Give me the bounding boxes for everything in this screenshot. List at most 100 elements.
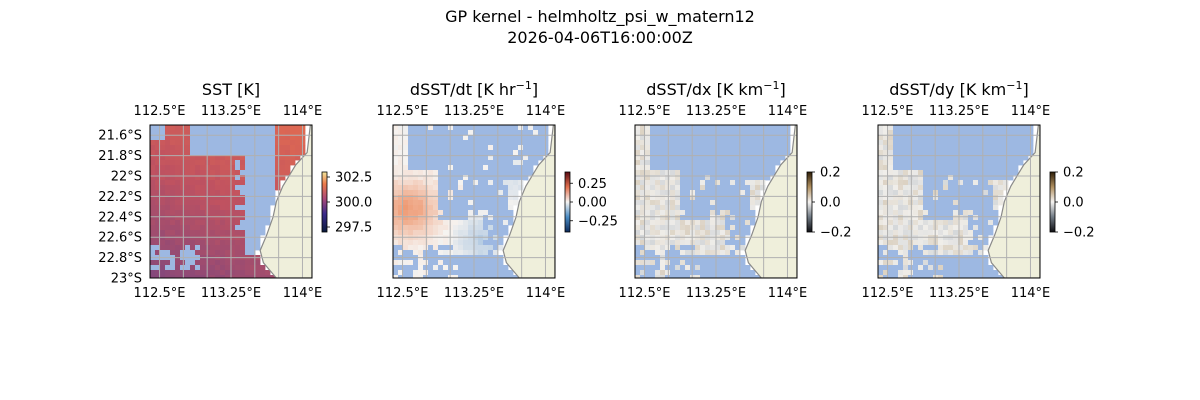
heatmap-cell — [413, 270, 419, 276]
heatmap-cell — [745, 165, 751, 171]
heatmap-cell — [665, 220, 671, 226]
heatmap-cell — [155, 150, 161, 156]
heatmap-cell — [878, 240, 884, 246]
heatmap-cell — [448, 210, 454, 216]
heatmap-cell — [695, 250, 701, 256]
graticule — [393, 125, 555, 278]
heatmap-cell — [483, 175, 489, 181]
heatmap-cell — [670, 240, 676, 246]
heatmap-cell — [160, 220, 166, 226]
heatmap-cell — [968, 195, 974, 201]
heatmap-cell — [230, 205, 236, 211]
heatmap-cell — [660, 270, 666, 276]
heatmap-cell — [635, 185, 641, 191]
heatmap-cell — [650, 130, 656, 136]
heatmap-cell — [635, 195, 641, 201]
heatmap-cell — [245, 175, 251, 181]
heatmap-cell — [953, 265, 959, 271]
heatmap-cell — [235, 135, 241, 141]
heatmap-cell — [155, 220, 161, 226]
heatmap-cell — [745, 190, 751, 196]
heatmap-cell — [225, 245, 231, 251]
heatmap-cell — [670, 180, 676, 186]
heatmap-cell — [888, 270, 894, 276]
heatmap-cell — [948, 135, 954, 141]
heatmap-cell — [893, 170, 899, 176]
heatmap-cell — [893, 250, 899, 256]
heatmap-cell — [988, 145, 994, 151]
heatmap-cell — [443, 140, 449, 146]
heatmap-cell — [665, 275, 671, 278]
heatmap-cell — [675, 185, 681, 191]
heatmap-cell — [695, 180, 701, 186]
heatmap-cell — [468, 160, 474, 166]
heatmap-cell — [215, 225, 221, 231]
heatmap-cell — [180, 180, 186, 186]
heatmap-cell — [528, 160, 534, 166]
heatmap-cell — [170, 185, 176, 191]
heatmap-cell — [898, 170, 904, 176]
heatmap-cell — [255, 160, 261, 166]
heatmap-cell — [398, 250, 404, 256]
heatmap-cells — [150, 125, 306, 278]
heatmap-cell — [448, 230, 454, 236]
heatmap-cell — [918, 230, 924, 236]
heatmap-cell — [220, 225, 226, 231]
heatmap-cell — [528, 165, 534, 171]
heatmap-cell — [883, 260, 889, 266]
heatmap-cell — [710, 180, 716, 186]
heatmap-cell — [710, 150, 716, 156]
heatmap-cell — [655, 135, 661, 141]
heatmap-cell — [978, 250, 984, 256]
heatmap-cell — [230, 195, 236, 201]
heatmap-cell — [155, 185, 161, 191]
heatmap-cell — [690, 125, 696, 131]
heatmap-cell — [230, 190, 236, 196]
heatmap-cell — [443, 250, 449, 256]
heatmap-cell — [220, 210, 226, 216]
heatmap-cell — [443, 270, 449, 276]
heatmap-cell — [463, 130, 469, 136]
heatmap-cell — [968, 270, 974, 276]
heatmap-cell — [775, 150, 781, 156]
heatmap-cell — [433, 225, 439, 231]
heatmap-cell — [165, 145, 171, 151]
heatmap-cell — [205, 265, 211, 271]
heatmap-cell — [458, 250, 464, 256]
heatmap-cell — [255, 195, 261, 201]
heatmap-cell — [948, 260, 954, 266]
heatmap-cell — [918, 250, 924, 256]
heatmap-cell — [443, 175, 449, 181]
heatmap-cell — [898, 215, 904, 221]
heatmap-cell — [230, 225, 236, 231]
heatmap-cell — [740, 230, 746, 236]
heatmap-cell — [408, 190, 414, 196]
heatmap-cell — [403, 185, 409, 191]
heatmap-cell — [230, 125, 236, 131]
heatmap-cell — [498, 150, 504, 156]
heatmap-cell — [958, 240, 964, 246]
heatmap-cell — [750, 185, 756, 191]
heatmap-cell — [938, 140, 944, 146]
heatmap-cell — [170, 165, 176, 171]
heatmap-cell — [205, 225, 211, 231]
heatmap-cell — [403, 140, 409, 146]
heatmap-cell — [893, 145, 899, 151]
heatmap-cell — [190, 220, 196, 226]
heatmap-cell — [155, 225, 161, 231]
heatmap-cell — [438, 215, 444, 221]
heatmap-cell — [963, 140, 969, 146]
heatmap-cell — [958, 225, 964, 231]
heatmap-cell — [240, 170, 246, 176]
colorbar-gradient — [564, 171, 571, 233]
heatmap-cell — [210, 160, 216, 166]
heatmap-cell — [878, 145, 884, 151]
x-tick-label-bottom: 112.5°E — [619, 286, 671, 301]
heatmap-cell — [443, 205, 449, 211]
heatmap-cell — [928, 180, 934, 186]
heatmap-cell — [730, 135, 736, 141]
heatmap-cell — [715, 185, 721, 191]
heatmap-cell — [770, 125, 776, 131]
heatmap-cell — [468, 140, 474, 146]
heatmap-cell — [998, 275, 1004, 278]
